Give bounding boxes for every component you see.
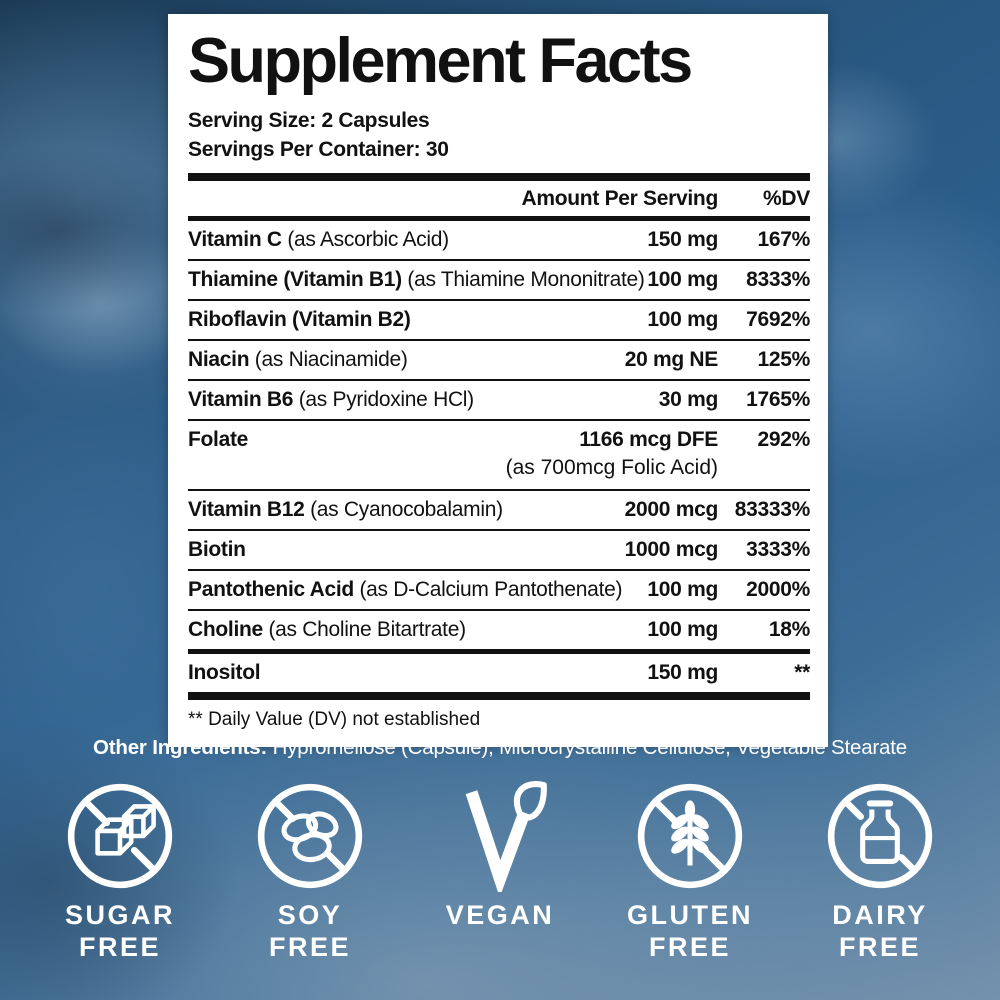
table-row: Biotin 1000 mcg 3333% xyxy=(188,528,810,569)
nutrient-amount: 100 mg xyxy=(647,267,718,291)
nutrient-dv: 125% xyxy=(757,347,810,371)
header-dv: %DV xyxy=(763,186,810,210)
table-row: Choline (as Choline Bitartrate) 100 mg 1… xyxy=(188,608,810,649)
table-row: Vitamin B12 (as Cyanocobalamin) 2000 mcg… xyxy=(188,488,811,529)
badge-label: VEGAN xyxy=(445,900,555,930)
nutrient-name: Thiamine (Vitamin B1) xyxy=(188,267,402,291)
dv-footnote: ** Daily Value (DV) not established xyxy=(188,708,481,730)
nutrient-name: Folate xyxy=(188,427,249,451)
other-ingredients-text: Hypromellose (Capsule), Microcrystalline… xyxy=(267,736,908,759)
serving-size: Serving Size: 2 Capsules xyxy=(188,108,430,132)
nutrient-amount: 20 mg NE xyxy=(624,347,719,371)
no-sugar-icon xyxy=(67,783,173,889)
nutrient-name: Vitamin B12 xyxy=(188,497,305,521)
table-row-folate: Folate 1166 mcg DFE 292% (as 700mcg Foli… xyxy=(188,418,810,489)
badge-sugar-free: SUGAR FREE xyxy=(25,780,215,964)
nutrient-amount: 100 mg xyxy=(647,307,718,331)
nutrient-name: Vitamin B6 xyxy=(188,387,294,411)
badge-row: SUGAR FREE SOY FREE VEGAN xyxy=(25,780,975,964)
badge-label: GLUTEN FREE xyxy=(627,900,753,962)
nutrient-detail: (as Ascorbic Acid) xyxy=(281,227,449,251)
nutrient-name: Riboflavin (Vitamin B2) xyxy=(188,307,411,331)
table-row: Riboflavin (Vitamin B2) 100 mg 7692% xyxy=(188,298,810,339)
nutrient-dv: 7692% xyxy=(746,307,810,331)
table-row: Thiamine (Vitamin B1) (as Thiamine Monon… xyxy=(188,258,810,299)
table-row: Niacin (as Niacinamide) 20 mg NE 125% xyxy=(188,338,810,379)
nutrient-dv: 83333% xyxy=(734,497,811,521)
nutrient-amount: 150 mg xyxy=(647,660,718,684)
divider-medium xyxy=(188,215,810,221)
table-row: Vitamin C (as Ascorbic Acid) 150 mg 167% xyxy=(188,221,810,259)
divider-thick xyxy=(188,172,810,181)
badge-label: DAIRY FREE xyxy=(832,900,928,962)
table-header: Amount Per Serving %DV xyxy=(188,181,811,216)
nutrient-dv: 167% xyxy=(757,227,810,251)
nutrient-dv: ** xyxy=(794,660,810,684)
nutrient-name: Vitamin C xyxy=(188,227,282,251)
table-row: Inositol 150 mg ** xyxy=(188,648,810,692)
nutrient-amount: 1000 mcg xyxy=(624,537,719,561)
nutrient-name: Niacin xyxy=(188,347,250,371)
badge-label: SOY FREE xyxy=(268,900,351,962)
nutrient-subnote: (as 700mcg Folic Acid) xyxy=(505,455,718,479)
header-amount: Amount Per Serving xyxy=(521,186,719,210)
no-dairy-icon xyxy=(827,783,933,889)
nutrient-amount: 1166 mcg DFE xyxy=(579,427,718,451)
no-soy-icon xyxy=(257,783,363,889)
nutrient-name: Biotin xyxy=(188,537,246,561)
nutrient-detail: (as Pyridoxine HCl) xyxy=(293,387,474,411)
divider-thick xyxy=(188,691,810,700)
badge-vegan: VEGAN xyxy=(405,780,595,964)
nutrient-dv: 292% xyxy=(757,427,810,451)
nutrient-name: Choline xyxy=(188,617,263,641)
no-gluten-icon xyxy=(637,783,743,889)
nutrient-name: Inositol xyxy=(188,660,261,684)
table-row: Pantothenic Acid (as D-Calcium Pantothen… xyxy=(188,568,810,609)
nutrient-dv: 8333% xyxy=(746,267,810,291)
other-ingredients-label: Other Ingredients: xyxy=(93,736,268,759)
nutrient-dv: 2000% xyxy=(746,577,810,601)
supplement-facts-panel: Supplement Facts Serving Size: 2 Capsule… xyxy=(168,14,828,747)
nutrient-detail: (as Cyanocobalamin) xyxy=(304,497,503,521)
badge-label: SUGAR FREE xyxy=(64,900,175,962)
nutrient-detail: (as Choline Bitartrate) xyxy=(262,617,466,641)
nutrient-amount: 30 mg xyxy=(658,387,719,411)
nutrient-amount: 100 mg xyxy=(647,577,718,601)
nutrient-amount: 100 mg xyxy=(647,617,718,641)
nutrient-dv: 3333% xyxy=(746,537,810,561)
table-row: Vitamin B6 (as Pyridoxine HCl) 30 mg 176… xyxy=(188,378,810,419)
nutrient-dv: 1765% xyxy=(746,387,810,411)
nutrient-detail: (as D-Calcium Pantothenate) xyxy=(353,577,623,601)
nutrient-dv: 18% xyxy=(768,617,810,641)
nutrient-detail: (as Thiamine Mononitrate) xyxy=(401,267,645,291)
servings-per-container: Servings Per Container: 30 xyxy=(188,137,449,161)
nutrient-amount: 150 mg xyxy=(647,227,718,251)
panel-title: Supplement Facts xyxy=(188,26,693,96)
nutrient-detail: (as Niacinamide) xyxy=(249,347,408,371)
badge-gluten-free: GLUTEN FREE xyxy=(595,780,785,964)
other-ingredients: Other Ingredients: Hypromellose (Capsule… xyxy=(0,736,1000,760)
vegan-icon xyxy=(465,781,547,892)
badge-soy-free: SOY FREE xyxy=(215,780,405,964)
badge-dairy-free: DAIRY FREE xyxy=(785,780,975,964)
nutrient-amount: 2000 mcg xyxy=(624,497,719,521)
nutrient-name: Pantothenic Acid xyxy=(188,577,354,601)
